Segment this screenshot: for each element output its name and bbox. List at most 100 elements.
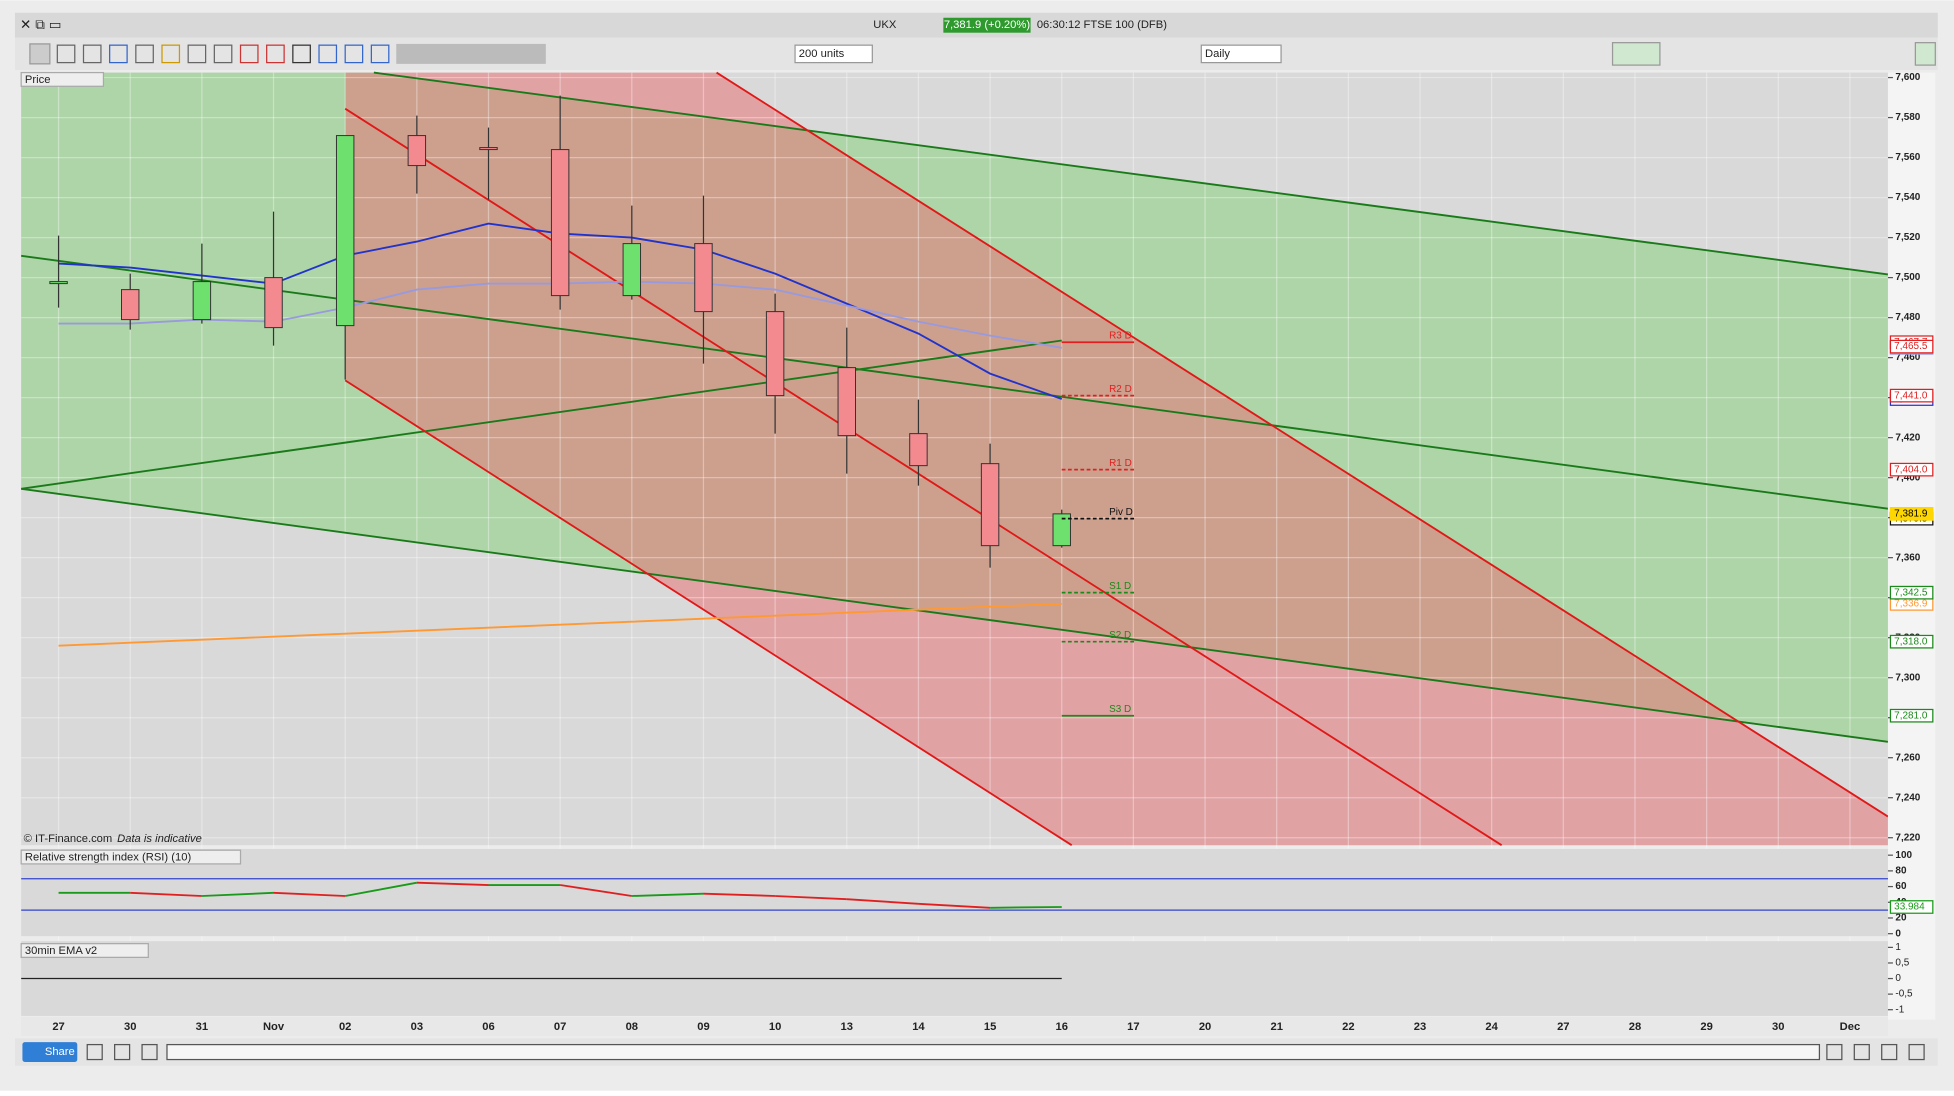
ema-tick-label: -0,5 xyxy=(1895,989,1913,1000)
x-tick-label: 22 xyxy=(1342,1021,1354,1033)
units: 200 units xyxy=(799,48,845,60)
x-tick-label: 13 xyxy=(841,1021,853,1033)
interval: Daily xyxy=(1205,48,1230,60)
x-tick-label: 23 xyxy=(1414,1021,1426,1033)
price-badge xyxy=(1889,634,1934,649)
y-tick-label: 7,520 xyxy=(1895,232,1920,243)
price-badge xyxy=(1889,708,1934,723)
y-tick-label: 7,600 xyxy=(1895,72,1920,83)
y-tick-label: 7,300 xyxy=(1895,672,1920,683)
x-tick-label: 06 xyxy=(482,1021,494,1033)
rsi-tick-label: 60 xyxy=(1895,881,1907,892)
ema-panel-label: 30min EMA v2 xyxy=(25,945,97,957)
red-lines xyxy=(344,71,1889,846)
quote-box xyxy=(943,17,1031,33)
x-tick-label: 08 xyxy=(626,1021,638,1033)
rsi-segment xyxy=(560,884,632,897)
candle-body xyxy=(622,243,642,297)
x-tick-label: 20 xyxy=(1199,1021,1211,1033)
price-badge xyxy=(1889,585,1934,600)
price-badge-label: 7,465.5 xyxy=(1894,341,1928,352)
rsi-segment xyxy=(775,895,847,901)
rsi-segment xyxy=(990,906,1062,909)
rsi-segment xyxy=(846,898,919,905)
x-tick-label: 28 xyxy=(1629,1021,1641,1033)
y-tick-label: 7,560 xyxy=(1895,152,1920,163)
rsi-badge-label: 33.984 xyxy=(1894,902,1925,913)
x-tick-label: Nov xyxy=(263,1021,285,1033)
ema-label-box xyxy=(20,943,149,958)
price-badge xyxy=(1889,507,1934,521)
ema-tick-label: 0,5 xyxy=(1895,958,1909,969)
right-axis xyxy=(1887,72,1936,1020)
x-axis xyxy=(21,1017,1888,1036)
x-tick-label: 02 xyxy=(339,1021,351,1033)
candle-body xyxy=(694,243,713,313)
y-tick-label: 7,500 xyxy=(1895,272,1920,283)
side-button[interactable] xyxy=(1914,42,1936,66)
price-badge-label: 7,441.0 xyxy=(1894,390,1928,401)
rsi-tick-label: 20 xyxy=(1895,913,1907,924)
pivot-name: S2 D xyxy=(1109,630,1131,641)
share-button[interactable] xyxy=(22,1042,78,1063)
candle-body xyxy=(335,135,355,327)
x-tick-label: 29 xyxy=(1700,1021,1712,1033)
x-tick-label: 17 xyxy=(1127,1021,1139,1033)
candle-body xyxy=(909,433,928,467)
candle-body xyxy=(550,149,570,297)
rsi-panel xyxy=(21,848,1888,937)
price-badge-label: 7,381.9 xyxy=(1894,508,1928,519)
y-tick-label: 7,360 xyxy=(1895,552,1920,563)
price-panel-label: Price xyxy=(25,74,51,86)
rsi-label-box xyxy=(20,849,242,865)
y-tick-label: 7,540 xyxy=(1895,192,1920,203)
candle-body xyxy=(192,281,212,321)
x-tick-label: 10 xyxy=(769,1021,781,1033)
price-badge-label: 7,318.0 xyxy=(1894,636,1928,647)
y-tick-label: 7,220 xyxy=(1895,832,1920,843)
y-tick-label: 7,580 xyxy=(1895,112,1920,123)
x-tick-label: 30 xyxy=(124,1021,136,1033)
y-tick-label: 7,240 xyxy=(1895,792,1920,803)
x-tick-label: 07 xyxy=(554,1021,566,1033)
candle-body xyxy=(765,311,785,397)
rsi-segment xyxy=(345,881,418,897)
y-tick-label: 7,480 xyxy=(1895,312,1920,323)
x-tick-label: 16 xyxy=(1056,1021,1068,1033)
pivot-name: R1 D xyxy=(1109,458,1132,469)
bottom-icons[interactable] xyxy=(86,1043,1925,1061)
y-tick-label: 7,400 xyxy=(1895,472,1920,483)
rsi-segment xyxy=(201,891,274,897)
ema-tick-label: 1 xyxy=(1895,942,1901,953)
pivot-name: S1 D xyxy=(1109,581,1131,592)
x-tick-label: 03 xyxy=(411,1021,423,1033)
red-channel xyxy=(345,72,1888,846)
rsi-panel-label: Relative strength index (RSI) (10) xyxy=(25,852,192,864)
tool-icons[interactable] xyxy=(29,43,546,65)
candle-body xyxy=(479,147,498,151)
rsi-badge xyxy=(1889,900,1934,914)
candle-body xyxy=(837,367,856,437)
price-badge xyxy=(1889,388,1934,403)
price-badge xyxy=(1889,462,1934,477)
x-tick-label: 31 xyxy=(196,1021,208,1033)
units-select[interactable] xyxy=(794,44,873,64)
candle-body xyxy=(407,135,427,167)
status: 06:30:12 FTSE 100 (DFB) xyxy=(1037,19,1167,31)
moving-average xyxy=(58,602,1062,647)
candle-body xyxy=(264,277,283,329)
pivot-name: R2 D xyxy=(1109,384,1132,395)
y-tick-label: 7,460 xyxy=(1895,352,1920,363)
x-tick-label: 09 xyxy=(697,1021,709,1033)
x-tick-label: 21 xyxy=(1270,1021,1282,1033)
window-controls[interactable]: ✕ ⧉ ▭ xyxy=(20,17,62,32)
x-tick-label: 30 xyxy=(1772,1021,1784,1033)
symbol: UKX xyxy=(873,19,897,31)
x-tick-label: 27 xyxy=(1557,1021,1569,1033)
chart-type-button[interactable] xyxy=(1611,42,1661,66)
rsi-segment xyxy=(703,892,776,897)
pivot-name: Piv D xyxy=(1109,507,1133,518)
green-lines xyxy=(21,71,1889,743)
interval-select[interactable] xyxy=(1200,44,1282,64)
